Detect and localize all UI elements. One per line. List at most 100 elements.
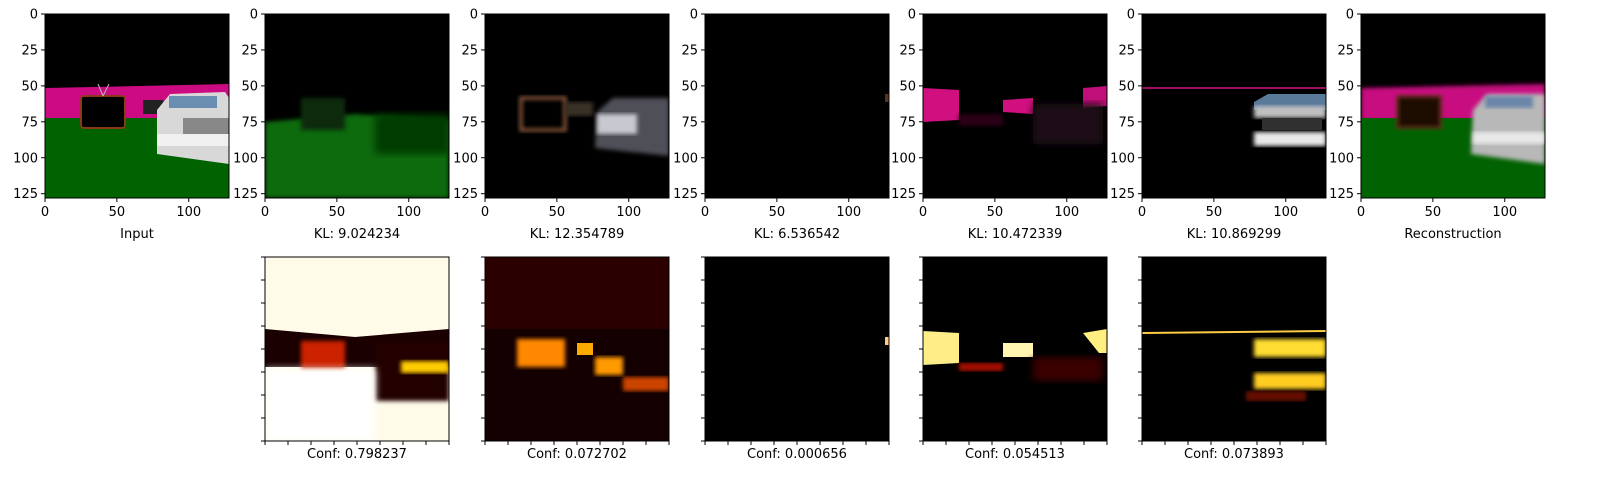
panel-label: KL: 6.536542 xyxy=(754,227,840,242)
y-tick-label: 75 xyxy=(461,115,478,130)
axes-frame xyxy=(922,13,1108,199)
x-tick-label: 0 xyxy=(919,205,927,220)
y-tick-label: 50 xyxy=(21,79,38,94)
y-tick-label: 100 xyxy=(1329,151,1354,166)
panel-reconstruction xyxy=(1361,14,1545,198)
y-tick-label: 50 xyxy=(461,79,478,94)
heatmap-5 xyxy=(1142,257,1326,441)
panel-kl-5 xyxy=(1142,14,1326,198)
y-tick-label: 75 xyxy=(1118,115,1135,130)
axes-layer: 0 50 100 0 25 50 75 100 125 Input 0 50 100 0 25 50 75 100… xyxy=(13,8,1546,462)
axes-frame xyxy=(44,13,230,199)
y-tick-label: 25 xyxy=(681,43,698,58)
x-tick-label: 0 xyxy=(1357,205,1365,220)
y-tick-label: 25 xyxy=(21,43,38,58)
panel-label: Reconstruction xyxy=(1404,227,1501,242)
x-tick-label: 100 xyxy=(396,205,421,220)
panel-label: KL: 10.869299 xyxy=(1187,227,1282,242)
panel-label: KL: 9.024234 xyxy=(314,227,400,242)
y-tick-label: 0 xyxy=(250,8,258,23)
axes-row1-4: 0 50 100 0 25 50 75 100 125 KL: 6.536542 xyxy=(673,8,890,242)
axes-row2-5: Conf: 0.073893 xyxy=(1138,256,1327,462)
heatmap-label: Conf: 0.073893 xyxy=(1184,447,1284,462)
x-tick-label: 50 xyxy=(1425,205,1442,220)
axes-frame xyxy=(1360,13,1546,199)
x-tick-label: 0 xyxy=(1138,205,1146,220)
axes-row1-1: 0 50 100 0 25 50 75 100 125 Input xyxy=(13,8,230,242)
y-tick-label: 0 xyxy=(1127,8,1135,23)
y-tick-label: 25 xyxy=(241,43,258,58)
heatmap-label: Conf: 0.054513 xyxy=(965,447,1065,462)
y-tick-label: 0 xyxy=(690,8,698,23)
y-tick-label: 50 xyxy=(1337,79,1354,94)
axes-frame xyxy=(264,13,450,199)
y-tick-label: 100 xyxy=(673,151,698,166)
axes-row2-4: Conf: 0.054513 xyxy=(919,256,1108,462)
x-tick-label: 100 xyxy=(176,205,201,220)
panel-kl-1 xyxy=(265,14,449,198)
y-tick-label: 100 xyxy=(1110,151,1135,166)
panel-input xyxy=(45,14,229,198)
x-tick-label: 50 xyxy=(329,205,346,220)
y-tick-label: 125 xyxy=(453,187,478,202)
y-tick-label: 50 xyxy=(681,79,698,94)
x-tick-label: 0 xyxy=(701,205,709,220)
axes-row2-3: Conf: 0.000656 xyxy=(701,256,890,462)
y-tick-label: 0 xyxy=(1346,8,1354,23)
axes-row1-2: 0 50 100 0 25 50 75 100 125 KL: 9.024234 xyxy=(233,8,450,242)
axes-row2-1: Conf: 0.798237 xyxy=(261,256,450,462)
axes-row2-2: Conf: 0.072702 xyxy=(481,256,670,462)
x-tick-label: 0 xyxy=(481,205,489,220)
y-tick-label: 75 xyxy=(899,115,916,130)
y-tick-label: 25 xyxy=(461,43,478,58)
x-tick-label: 100 xyxy=(836,205,861,220)
y-tick-label: 125 xyxy=(233,187,258,202)
x-tick-label: 100 xyxy=(1273,205,1298,220)
y-tick-label: 100 xyxy=(13,151,38,166)
heatmap-label: Conf: 0.072702 xyxy=(527,447,627,462)
axes-row1-3: 0 50 100 0 25 50 75 100 125 KL: 12.354789 xyxy=(453,8,670,242)
y-tick-label: 25 xyxy=(1337,43,1354,58)
axes-frame xyxy=(1141,13,1327,199)
y-tick-label: 125 xyxy=(1329,187,1354,202)
y-tick-label: 0 xyxy=(470,8,478,23)
x-tick-label: 50 xyxy=(987,205,1004,220)
axes-row1-5: 0 50 100 0 25 50 75 100 125 KL: 10.472339 xyxy=(891,8,1108,242)
x-tick-label: 100 xyxy=(1054,205,1079,220)
y-tick-label: 50 xyxy=(241,79,258,94)
y-tick-label: 100 xyxy=(233,151,258,166)
x-tick-label: 50 xyxy=(109,205,126,220)
axes-row1-7: 0 50 100 0 25 50 75 100 125 Reconstruction xyxy=(1329,8,1546,242)
axes-frame xyxy=(704,13,890,199)
panel-kl-3 xyxy=(705,14,889,198)
x-tick-label: 50 xyxy=(1206,205,1223,220)
axes-frame xyxy=(484,13,670,199)
y-tick-label: 50 xyxy=(899,79,916,94)
y-tick-label: 100 xyxy=(891,151,916,166)
x-tick-label: 100 xyxy=(616,205,641,220)
panel-label: Input xyxy=(120,227,154,242)
panel-label: KL: 10.472339 xyxy=(968,227,1063,242)
y-tick-label: 0 xyxy=(908,8,916,23)
x-tick-label: 50 xyxy=(549,205,566,220)
heatmap-label: Conf: 0.000656 xyxy=(747,447,847,462)
panel-kl-4 xyxy=(923,14,1107,198)
panel-kl-2 xyxy=(485,14,669,198)
axes-row1-6: 0 50 100 0 25 50 75 100 125 KL: 10.869299 xyxy=(1110,8,1327,242)
y-tick-label: 0 xyxy=(30,8,38,23)
y-tick-label: 125 xyxy=(673,187,698,202)
heatmap-1 xyxy=(265,257,449,441)
y-tick-label: 125 xyxy=(891,187,916,202)
y-tick-label: 25 xyxy=(1118,43,1135,58)
panel-label: KL: 12.354789 xyxy=(530,227,625,242)
x-tick-label: 0 xyxy=(41,205,49,220)
y-tick-label: 25 xyxy=(899,43,916,58)
x-tick-label: 100 xyxy=(1492,205,1517,220)
y-tick-label: 75 xyxy=(21,115,38,130)
y-tick-label: 75 xyxy=(1337,115,1354,130)
heatmap-2 xyxy=(485,257,669,441)
y-tick-label: 50 xyxy=(1118,79,1135,94)
y-tick-label: 125 xyxy=(13,187,38,202)
y-tick-label: 100 xyxy=(453,151,478,166)
